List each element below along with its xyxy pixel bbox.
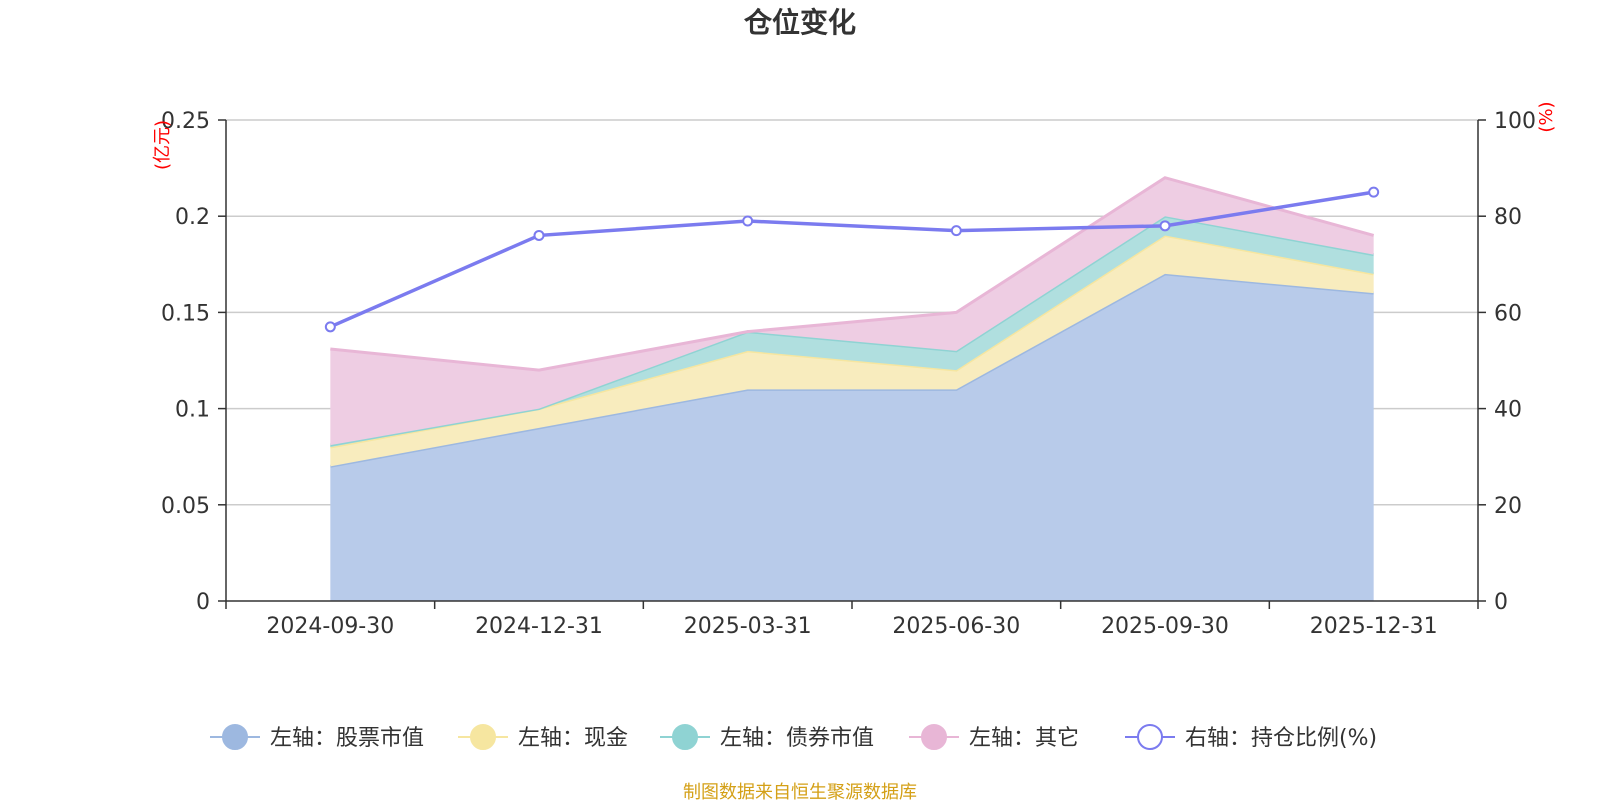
x-tick-label: 2025-03-31 [684,614,812,639]
legend-label: 左轴：其它 [969,726,1079,751]
legend-label: 左轴：现金 [518,726,628,751]
holding-ratio-point[interactable] [1368,186,1380,198]
area-series-3 [330,177,1374,446]
data-source-note: 制图数据来自恒生聚源数据库 [683,782,917,803]
right-tick-label: 60 [1494,301,1522,326]
left-axis-unit: (亿元) [152,120,173,170]
legend-circle-marker [672,724,698,750]
legend-circle-marker [222,724,248,750]
legend-label: 左轴：股票市值 [270,726,424,751]
left-tick-label: 0.1 [175,398,210,423]
axes: 0 0.05 0.1 0.15 0.2 0.25 0 20 40 60 80 100 2024-09-3… [152,101,1557,639]
area-series-1 [330,235,1374,467]
area-series-2 [330,216,1374,448]
left-tick-label: 0.2 [175,205,210,230]
holding-ratio-point[interactable] [533,229,545,241]
area-edge-series-3 [330,176,1375,372]
x-tick-label: 2024-09-30 [266,614,394,639]
legend-circle-marker [1137,724,1163,750]
legend-circle-marker [921,724,947,750]
stacked-areas [330,176,1375,601]
holding-ratio-point[interactable] [742,215,754,227]
left-tick-label: 0.15 [161,301,210,326]
holding-ratio-point[interactable] [324,321,336,333]
holding-ratio-point[interactable] [1159,220,1171,232]
x-tick-label: 2024-12-31 [475,614,603,639]
x-tick-label: 2025-06-30 [892,614,1020,639]
legend-item-2[interactable]: 左轴：债券市值 [660,724,874,751]
legend-item-4[interactable]: 右轴：持仓比例(%) [1125,724,1377,751]
legend-item-0[interactable]: 左轴：股票市值 [210,724,424,751]
holding-ratio-point[interactable] [950,225,962,237]
right-tick-label: 80 [1494,205,1522,230]
right-tick-label: 20 [1494,494,1522,519]
legend-circle-marker [470,724,496,750]
holding-ratio-path [329,190,1374,329]
right-tick-label: 100 [1494,109,1536,134]
left-tick-label: 0 [196,590,210,615]
legend-item-1[interactable]: 左轴：现金 [458,724,628,751]
x-tick-label: 2025-09-30 [1101,614,1229,639]
x-tick-label: 2025-12-31 [1310,614,1438,639]
right-tick-label: 0 [1494,590,1508,615]
legend-label: 右轴：持仓比例(%) [1185,726,1377,751]
legend-item-3[interactable]: 左轴：其它 [909,724,1079,751]
right-tick-label: 40 [1494,398,1522,423]
left-tick-label: 0.05 [161,494,210,519]
area-series-0 [330,273,1374,601]
right-axis-unit: (%) [1536,101,1557,132]
chart-title: 仓位变化 [744,6,856,39]
left-tick-label: 0.25 [161,109,210,134]
legend[interactable]: 左轴：股票市值 左轴：现金 左轴：债券市值 左轴：其它 右轴：持仓比例(%) [210,724,1377,751]
holding-ratio-line [324,186,1380,333]
legend-label: 左轴：债券市值 [720,726,874,751]
